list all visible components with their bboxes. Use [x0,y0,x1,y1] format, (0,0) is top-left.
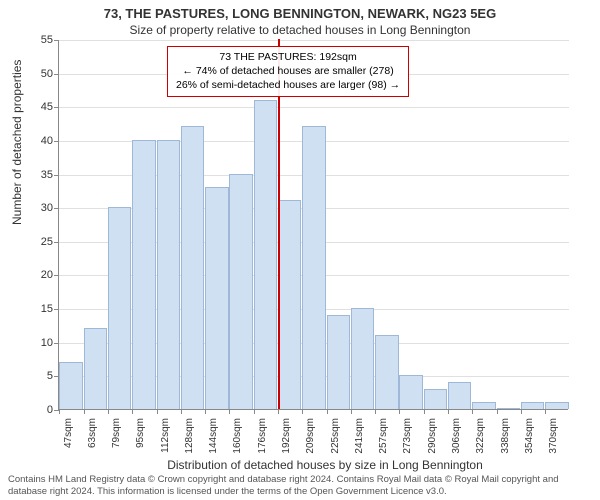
ytick-label: 5 [23,370,53,382]
annotation-box: 73 THE PASTURES: 192sqm← 74% of detached… [167,46,409,97]
histogram-bar [132,140,155,409]
ytick-mark [54,343,59,344]
histogram-bar [545,402,568,409]
y-axis-label: Number of detached properties [10,60,24,225]
xtick-mark [302,409,303,414]
page-subtitle: Size of property relative to detached ho… [0,21,600,41]
histogram-bar [181,126,204,409]
histogram-bar [351,308,374,409]
ytick-mark [54,40,59,41]
histogram-bar [521,402,544,409]
ytick-label: 40 [23,135,53,147]
ytick-mark [54,410,59,411]
xtick-mark [181,409,182,414]
xtick-mark [59,409,60,414]
histogram-bar [157,140,180,409]
xtick-mark [497,409,498,414]
histogram-bar [278,200,301,409]
xtick-mark [424,409,425,414]
ytick-mark [54,309,59,310]
histogram-bar [448,382,471,409]
xtick-mark [229,409,230,414]
x-axis-label: Distribution of detached houses by size … [0,458,600,472]
xtick-mark [448,409,449,414]
histogram-bar [472,402,495,409]
xtick-mark [205,409,206,414]
histogram-bar [302,126,325,409]
ytick-mark [54,107,59,108]
copyright-text: Contains HM Land Registry data © Crown c… [8,474,592,498]
ytick-mark [54,175,59,176]
histogram-bar [327,315,350,409]
xtick-mark [399,409,400,414]
histogram-plot: 051015202530354045505547sqm63sqm79sqm95s… [58,40,568,410]
histogram-bar [84,328,107,409]
ytick-label: 30 [23,202,53,214]
histogram-bar [424,389,447,409]
xtick-mark [278,409,279,414]
chart-area: 051015202530354045505547sqm63sqm79sqm95s… [58,40,568,410]
ytick-mark [54,208,59,209]
ytick-label: 35 [23,169,53,181]
annotation-line: 26% of semi-detached houses are larger (… [176,78,400,92]
gridline [59,40,569,41]
histogram-bar [254,100,277,409]
ytick-mark [54,242,59,243]
histogram-bar [205,187,228,409]
ytick-mark [54,376,59,377]
ytick-mark [54,275,59,276]
annotation-line: 73 THE PASTURES: 192sqm [176,50,400,64]
xtick-mark [472,409,473,414]
xtick-mark [84,409,85,414]
ytick-label: 45 [23,101,53,113]
histogram-bar [497,408,520,409]
ytick-label: 20 [23,269,53,281]
histogram-bar [108,207,131,409]
ytick-label: 55 [23,34,53,46]
xtick-mark [254,409,255,414]
xtick-mark [375,409,376,414]
annotation-line: ← 74% of detached houses are smaller (27… [176,64,400,78]
ytick-label: 25 [23,236,53,248]
ytick-mark [54,74,59,75]
ytick-label: 0 [23,404,53,416]
histogram-bar [399,375,422,409]
ytick-mark [54,141,59,142]
xtick-mark [351,409,352,414]
ytick-label: 50 [23,68,53,80]
histogram-bar [59,362,82,409]
histogram-bar [229,174,252,409]
xtick-mark [108,409,109,414]
ytick-label: 10 [23,337,53,349]
xtick-mark [132,409,133,414]
gridline [59,107,569,108]
ytick-label: 15 [23,303,53,315]
xtick-mark [521,409,522,414]
xtick-mark [157,409,158,414]
page-title: 73, THE PASTURES, LONG BENNINGTON, NEWAR… [0,0,600,21]
histogram-bar [375,335,398,409]
xtick-mark [327,409,328,414]
xtick-mark [545,409,546,414]
